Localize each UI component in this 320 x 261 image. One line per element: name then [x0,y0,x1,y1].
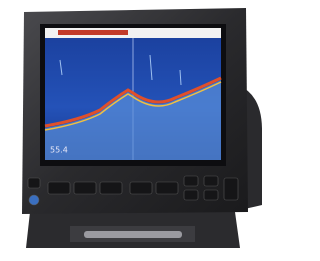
bracket-knob [84,231,182,238]
button[interactable] [204,176,218,186]
button[interactable] [156,182,178,194]
button[interactable] [224,178,238,200]
button[interactable] [48,182,70,194]
button[interactable] [204,190,218,200]
device-photo: 55.4 [0,0,265,261]
button[interactable] [28,178,40,188]
button[interactable] [74,182,96,194]
power-button[interactable] [29,195,39,205]
screen-header-bar [58,30,128,35]
button[interactable] [184,176,198,186]
button[interactable] [130,182,152,194]
depth-readout: 55.4 [50,146,68,155]
button[interactable] [184,190,198,200]
button[interactable] [100,182,122,194]
